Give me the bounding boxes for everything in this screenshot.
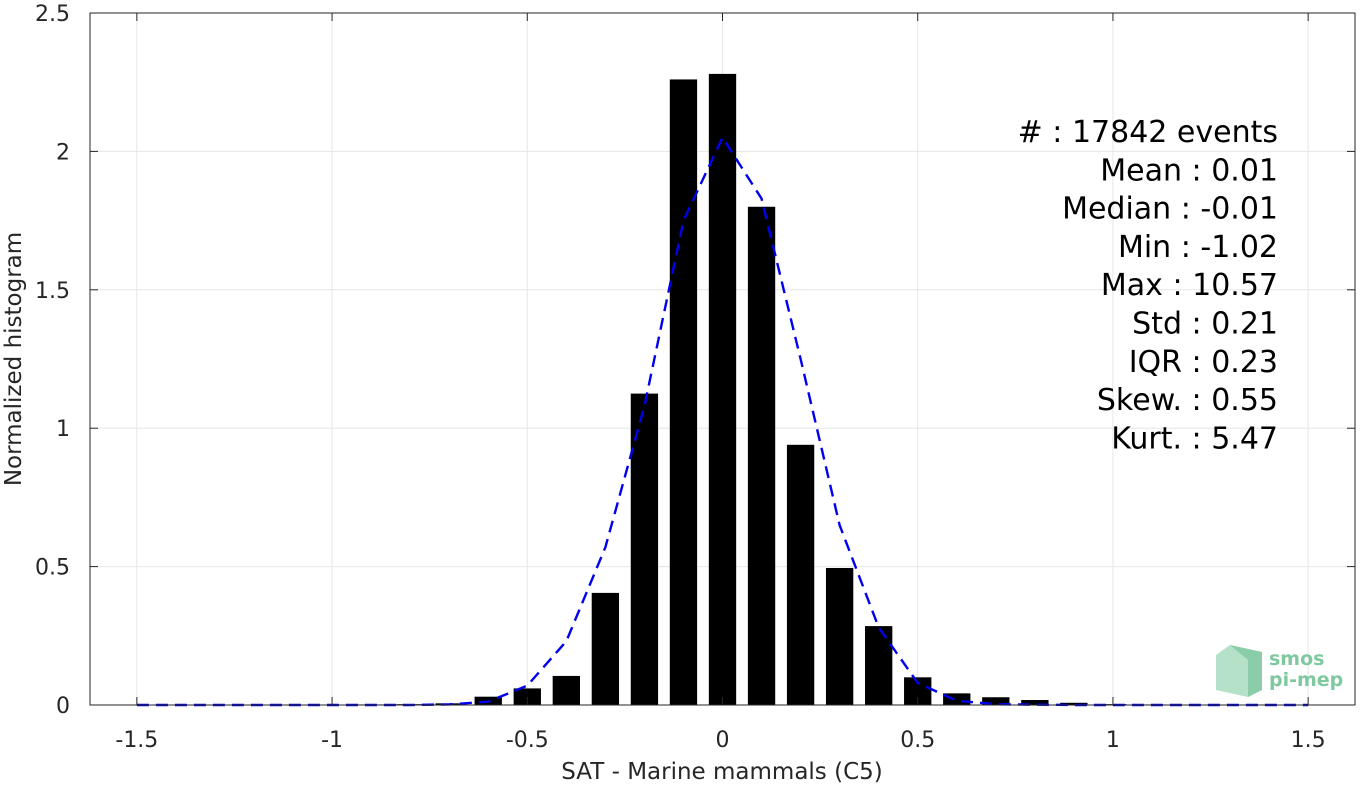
x-axis-label: SAT - Marine mammals (C5) (561, 759, 883, 785)
histogram-bar (513, 688, 541, 705)
stat-line: # : 17842 events (1018, 115, 1278, 150)
histogram-bar (1060, 702, 1088, 705)
x-tick-label: 0.5 (900, 728, 935, 753)
histogram-bar (1021, 700, 1049, 705)
y-tick-label: 0.5 (35, 556, 70, 581)
y-tick-label: 2.5 (35, 2, 70, 27)
histogram-bar (708, 73, 737, 706)
histogram-bar (825, 567, 854, 705)
histogram-bar (982, 697, 1010, 705)
stat-line: Max : 10.57 (1101, 268, 1278, 303)
stat-line: Mean : 0.01 (1100, 153, 1278, 188)
y-tick-label: 2 (56, 140, 70, 165)
histogram-bar (747, 206, 776, 705)
logo-text-line1: smos (1269, 648, 1324, 670)
smos-pi-mep-logo: smos pi-mep (1216, 645, 1343, 697)
x-tick-label: 1.5 (1291, 728, 1326, 753)
x-tick-label: 0 (716, 728, 730, 753)
axis-ticks: -1.5 -1 -0.5 0 0.5 1 1.5 0 0.5 1 1.5 2 2.5 (35, 2, 1355, 753)
logo-text-line2: pi-mep (1269, 669, 1343, 691)
stat-line: IQR : 0.23 (1129, 345, 1278, 380)
x-tick-label: -1 (321, 728, 343, 753)
x-tick-label: -0.5 (506, 728, 549, 753)
logo-mark-shade (1230, 645, 1262, 697)
stat-line: Skew. : 0.55 (1097, 383, 1278, 418)
y-axis-label: Normalized histogram (1, 232, 27, 486)
stat-line: Min : -1.02 (1118, 230, 1278, 265)
histogram-bar (552, 675, 580, 705)
histogram-bar (786, 444, 815, 705)
histogram-bar (630, 393, 659, 705)
histogram-bar (943, 693, 971, 705)
y-tick-label: 1.5 (35, 279, 70, 304)
y-tick-label: 0 (56, 694, 70, 719)
x-tick-label: -1.5 (115, 728, 158, 753)
histogram-bar (591, 592, 620, 705)
stat-line: Kurt. : 5.47 (1111, 421, 1278, 456)
histogram-bar (865, 626, 893, 705)
x-tick-label: 1 (1106, 728, 1120, 753)
y-tick-label: 1 (56, 417, 70, 442)
histogram-bar (669, 79, 698, 705)
stat-line: Std : 0.21 (1132, 307, 1278, 342)
histogram-bars (318, 73, 1244, 706)
stat-line: Median : -0.01 (1062, 192, 1278, 227)
